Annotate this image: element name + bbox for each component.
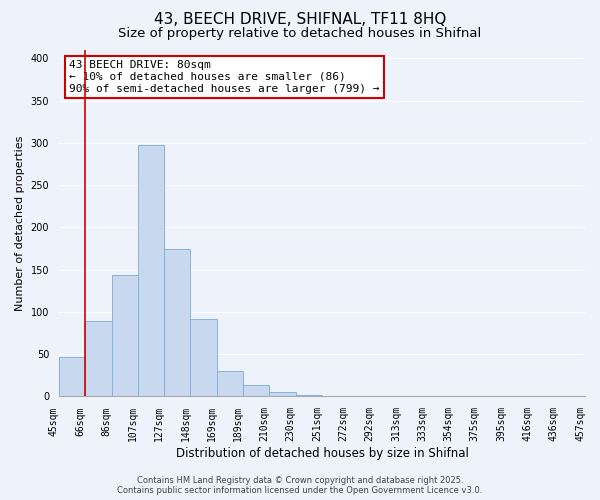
X-axis label: Distribution of detached houses by size in Shifnal: Distribution of detached houses by size … bbox=[176, 447, 469, 460]
Bar bbox=[269, 392, 296, 396]
Bar bbox=[217, 371, 243, 396]
Y-axis label: Number of detached properties: Number of detached properties bbox=[15, 136, 25, 311]
Bar bbox=[164, 248, 190, 396]
Text: Size of property relative to detached houses in Shifnal: Size of property relative to detached ho… bbox=[118, 28, 482, 40]
Bar bbox=[112, 275, 138, 396]
Bar bbox=[85, 322, 112, 396]
Text: 43, BEECH DRIVE, SHIFNAL, TF11 8HQ: 43, BEECH DRIVE, SHIFNAL, TF11 8HQ bbox=[154, 12, 446, 28]
Bar bbox=[138, 144, 164, 396]
Bar bbox=[243, 386, 269, 396]
Bar bbox=[59, 357, 85, 397]
Text: Contains HM Land Registry data © Crown copyright and database right 2025.
Contai: Contains HM Land Registry data © Crown c… bbox=[118, 476, 482, 495]
Bar bbox=[190, 318, 217, 396]
Text: 43 BEECH DRIVE: 80sqm
← 10% of detached houses are smaller (86)
90% of semi-deta: 43 BEECH DRIVE: 80sqm ← 10% of detached … bbox=[70, 60, 380, 94]
Bar bbox=[296, 395, 322, 396]
